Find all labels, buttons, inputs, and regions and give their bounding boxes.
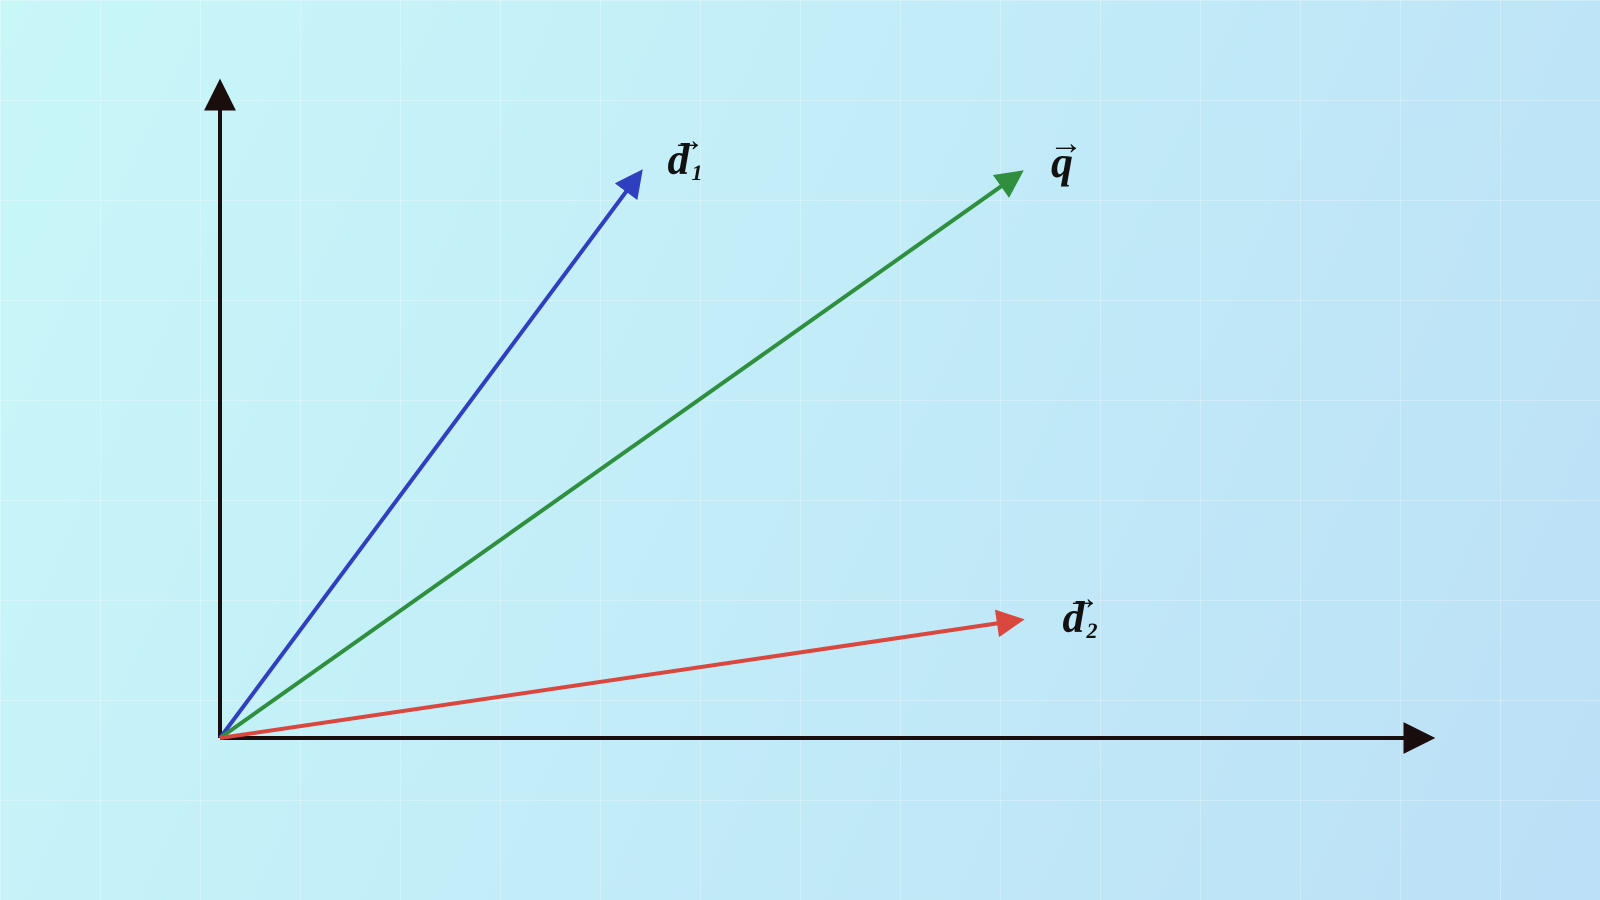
vector-d2 <box>220 620 1020 738</box>
vector-q <box>220 173 1020 738</box>
vector-d1 <box>220 173 640 738</box>
vector-plot-svg <box>0 0 1600 900</box>
